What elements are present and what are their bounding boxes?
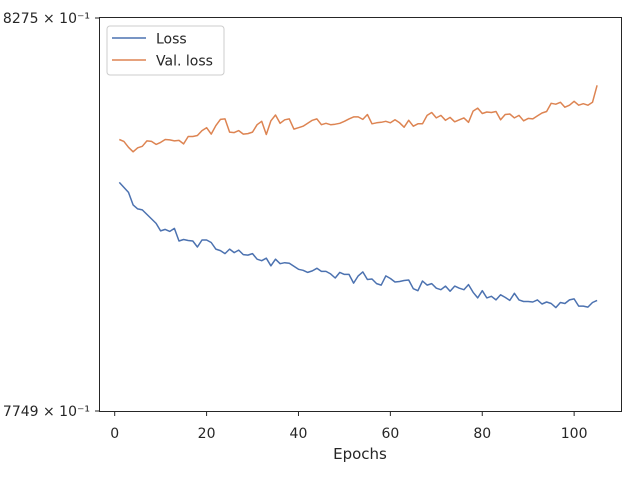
x-axis-label: Epochs bbox=[333, 445, 387, 463]
y-axis-ticks: 7749 × 10⁻¹ 8275 × 10⁻¹ bbox=[3, 11, 100, 420]
x-tick-label: 80 bbox=[473, 426, 491, 442]
legend-label-val-loss: Val. loss bbox=[156, 54, 213, 70]
y-tick-label: 7749 × 10⁻¹ bbox=[3, 404, 90, 420]
x-tick-label: 20 bbox=[198, 426, 216, 442]
plot-lines bbox=[118, 85, 598, 309]
plot-frame bbox=[99, 17, 622, 412]
legend-label-loss: Loss bbox=[156, 32, 187, 48]
legend: Loss Val. loss bbox=[106, 25, 225, 76]
series-line-val-loss bbox=[119, 85, 598, 153]
x-tick-label: 100 bbox=[561, 426, 588, 442]
series-line-loss bbox=[118, 181, 598, 309]
x-axis-ticks: 0 20 40 60 80 100 bbox=[110, 411, 588, 442]
x-tick-label: 0 bbox=[110, 426, 119, 442]
x-tick-label: 40 bbox=[290, 426, 308, 442]
x-tick-label: 60 bbox=[381, 426, 399, 442]
y-tick-label: 8275 × 10⁻¹ bbox=[3, 11, 90, 27]
